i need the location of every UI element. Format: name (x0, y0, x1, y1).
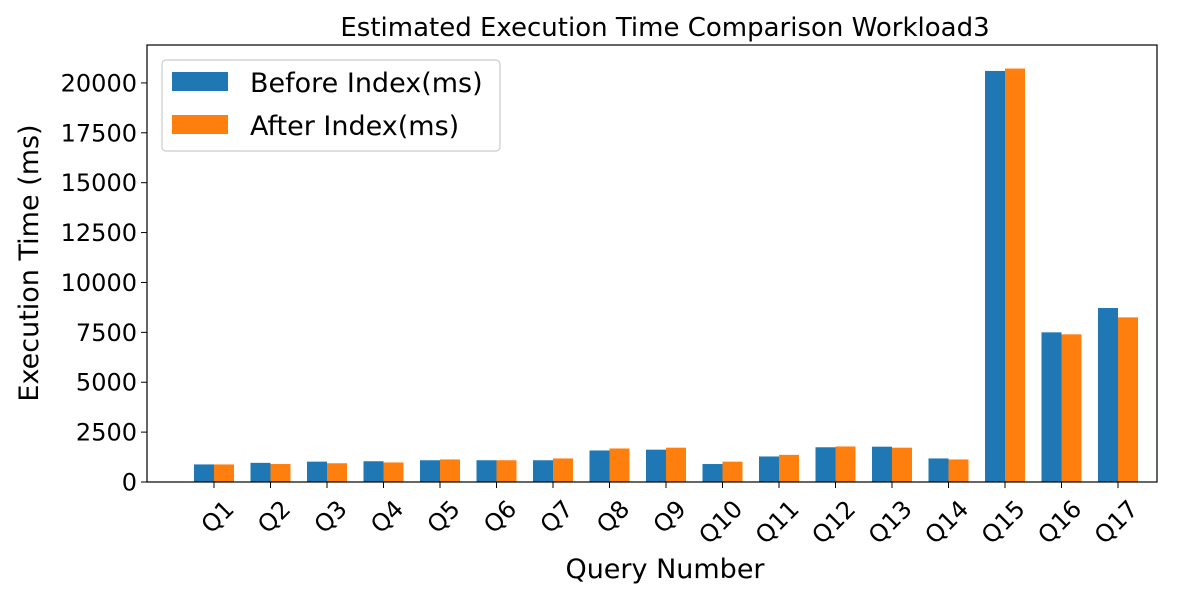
legend-box (161, 59, 501, 152)
x-tick-label-q14: Q14 (919, 495, 974, 550)
bar-after-index-ms-q7 (553, 458, 573, 482)
chart-title: Estimated Execution Time Comparison Work… (340, 13, 989, 43)
x-tick-label-q1: Q1 (196, 495, 240, 539)
y-tick-label-12500: 12500 (61, 219, 137, 247)
bar-before-index-ms-q10 (702, 464, 723, 482)
bar-before-index-ms-q11 (759, 456, 779, 482)
legend: Before Index(ms) After Index(ms) (161, 59, 501, 152)
bar-after-index-ms-q6 (496, 460, 517, 482)
y-tick-label-20000: 20000 (61, 69, 137, 97)
x-tick-label-q5: Q5 (422, 495, 466, 539)
x-tick-label-q12: Q12 (806, 495, 861, 550)
bar-before-index-ms-q16 (1041, 332, 1062, 482)
y-axis-label: Execution Time (ms) (14, 124, 45, 401)
x-axis-label: Query Number (565, 554, 765, 585)
bar-before-index-ms-q7 (533, 460, 553, 482)
bars-layer (194, 68, 1138, 483)
bar-before-index-ms-q17 (1098, 307, 1118, 482)
legend-label-before-index: Before Index(ms) (250, 68, 483, 99)
bar-after-index-ms-q11 (779, 454, 799, 482)
y-tick-label-10000: 10000 (61, 269, 137, 297)
bar-before-index-ms-q3 (307, 461, 327, 482)
bar-before-index-ms-q9 (646, 449, 666, 482)
y-tick-label-7500: 7500 (76, 319, 137, 347)
x-tick-label-q17: Q17 (1089, 495, 1144, 550)
bar-after-index-ms-q3 (327, 463, 347, 482)
x-tick-label-q10: Q10 (693, 495, 748, 550)
y-tick-label-2500: 2500 (76, 419, 137, 447)
x-tick-label-q15: Q15 (976, 495, 1031, 550)
y-axis-ticks: 0 2500 5000 7500 10000 12500 15000 17500 20000 (61, 69, 147, 497)
x-tick-label-q4: Q4 (365, 495, 409, 539)
bar-after-index-ms-q1 (214, 464, 234, 482)
x-tick-label-q16: Q16 (1032, 495, 1087, 550)
y-tick-label-5000: 5000 (76, 369, 137, 397)
x-tick-label-q13: Q13 (863, 495, 918, 550)
x-tick-label-q3: Q3 (309, 495, 353, 539)
bar-before-index-ms-q4 (363, 461, 384, 482)
bar-after-index-ms-q9 (666, 447, 686, 482)
legend-swatch-after-index (172, 115, 228, 134)
x-tick-label-q2: Q2 (252, 495, 296, 539)
bar-before-index-ms-q12 (815, 447, 836, 482)
bar-before-index-ms-q14 (928, 458, 949, 482)
bar-before-index-ms-q6 (476, 460, 497, 482)
bar-after-index-ms-q4 (383, 462, 404, 482)
bar-after-index-ms-q10 (722, 461, 743, 482)
bar-before-index-ms-q1 (194, 464, 214, 482)
y-tick-label-17500: 17500 (61, 119, 137, 147)
bar-after-index-ms-q14 (948, 459, 969, 482)
x-tick-label-q7: Q7 (535, 495, 579, 539)
bar-after-index-ms-q5 (440, 459, 460, 482)
y-tick-label-0: 0 (122, 469, 137, 497)
bar-after-index-ms-q17 (1118, 317, 1138, 482)
x-axis-ticks: Q1 Q2 Q3 Q4 Q5 Q6 Q7 Q8 Q9 Q10 Q11 Q12 Q13 Q14 Q15 Q16 Q… (196, 482, 1144, 550)
bar-before-index-ms-q15 (985, 70, 1005, 482)
x-tick-label-q6: Q6 (478, 495, 522, 539)
plot-frame (146, 44, 1158, 483)
bar-after-index-ms-q8 (609, 448, 630, 482)
legend-label-after-index: After Index(ms) (250, 111, 459, 142)
bar-before-index-ms-q8 (589, 450, 610, 482)
x-tick-label-q11: Q11 (750, 495, 805, 550)
bar-before-index-ms-q13 (872, 446, 892, 482)
bar-after-index-ms-q12 (835, 446, 856, 482)
bar-before-index-ms-q5 (420, 460, 440, 482)
bar-before-index-ms-q2 (250, 462, 271, 482)
bar-after-index-ms-q15 (1005, 68, 1025, 483)
bar-after-index-ms-q16 (1061, 334, 1082, 482)
y-tick-label-15000: 15000 (61, 169, 137, 197)
x-tick-label-q8: Q8 (591, 495, 635, 539)
bar-after-index-ms-q13 (892, 447, 912, 482)
legend-swatch-before-index (172, 72, 228, 91)
x-tick-label-q9: Q9 (648, 495, 692, 539)
bar-after-index-ms-q2 (270, 464, 291, 482)
